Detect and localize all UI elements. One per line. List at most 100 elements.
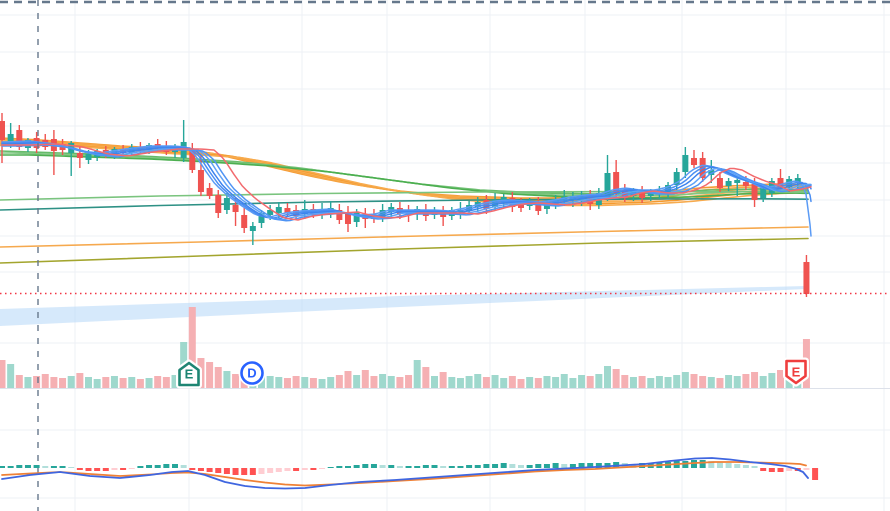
- candle-body: [232, 205, 239, 212]
- volume-bar: [188, 307, 196, 388]
- olive-line: [0, 237, 809, 264]
- candle-body: [751, 184, 758, 200]
- volume-bar: [283, 378, 291, 388]
- volume-bar: [223, 371, 231, 388]
- macd-histogram-bar: [42, 466, 49, 468]
- candle-body: [673, 172, 680, 185]
- volume-bar: [335, 375, 343, 388]
- macd-histogram-bar: [414, 466, 421, 468]
- volume-bar: [604, 366, 611, 388]
- macd-histogram-bar: [128, 468, 135, 469]
- volume-bar: [638, 376, 646, 388]
- macd-histogram-bar: [682, 461, 689, 468]
- macd-histogram-bar: [76, 468, 83, 470]
- volume-bar: [266, 376, 274, 388]
- volume-bar: [136, 379, 144, 388]
- volume-bar: [664, 377, 672, 388]
- macd-histogram-bar: [172, 464, 178, 468]
- volume-bar: [586, 376, 594, 388]
- candle-body: [345, 212, 351, 224]
- macd-histogram-bar: [483, 464, 490, 468]
- macd-histogram-bar: [431, 465, 438, 468]
- candle-body: [725, 181, 732, 186]
- macd-histogram-bar: [327, 467, 334, 468]
- macd-histogram-bar: [768, 468, 775, 472]
- volume-bar: [777, 370, 784, 388]
- volume-bar: [33, 376, 41, 388]
- volume-bar: [500, 378, 508, 388]
- volume-bar: [733, 376, 741, 388]
- macd-histogram-bar: [353, 465, 360, 468]
- volume-bar: [361, 370, 369, 388]
- candle-body: [716, 178, 723, 188]
- macd-histogram-bar: [284, 468, 291, 471]
- volume-bar: [214, 367, 222, 388]
- volume-bar: [448, 377, 456, 388]
- macd-histogram-bar: [189, 468, 196, 470]
- candle-body: [466, 205, 473, 211]
- macd-line: [1, 457, 809, 490]
- macd-series: [0, 457, 819, 490]
- volume-bar: [50, 377, 58, 388]
- candle-body: [760, 188, 767, 198]
- candle-body: [267, 210, 274, 215]
- macd-histogram-bar: [232, 468, 239, 475]
- short-ma-blue-line: [1, 142, 812, 220]
- earnings-down-badge[interactable]: E: [783, 357, 809, 387]
- volume-bar: [171, 375, 179, 388]
- macd-histogram-bar: [111, 468, 118, 470]
- candle-body: [223, 198, 230, 210]
- macd-histogram-bar: [474, 465, 481, 468]
- macd-histogram-bar: [163, 464, 170, 468]
- candle-body: [621, 190, 628, 198]
- macd-histogram-bar: [569, 464, 576, 468]
- volume-bar: [413, 360, 421, 388]
- macd-histogram-bar: [422, 465, 429, 468]
- macd-histogram-bar: [120, 468, 127, 470]
- volume-bar: [41, 374, 49, 388]
- candle-body: [613, 172, 620, 193]
- macd-histogram-bar: [379, 465, 386, 468]
- macd-histogram-bar: [518, 465, 524, 468]
- volume-bar: [569, 378, 577, 388]
- volume-bar: [508, 376, 516, 388]
- macd-histogram-bar: [16, 465, 23, 468]
- macd-histogram-bar: [440, 466, 447, 468]
- volume-bar: [154, 376, 162, 388]
- macd-histogram-bar: [59, 466, 66, 468]
- macd-histogram-bar: [691, 460, 697, 468]
- candle-body: [7, 134, 14, 141]
- macd-histogram-bar: [492, 464, 499, 468]
- macd-histogram-bar: [466, 465, 473, 468]
- macd-histogram-bar: [543, 464, 550, 468]
- volume-bar: [102, 377, 110, 388]
- volume-bar: [370, 376, 378, 388]
- volume-bar: [59, 378, 67, 388]
- macd-histogram-bar: [241, 468, 248, 475]
- macd-histogram-bar: [448, 466, 455, 468]
- macd-histogram-bar: [50, 466, 57, 468]
- macd-histogram-bar: [760, 468, 767, 471]
- earnings-up-badge[interactable]: E: [176, 359, 202, 389]
- volume-bar: [379, 374, 387, 388]
- flat-teal-line: [0, 198, 809, 211]
- volume-bar: [517, 379, 525, 388]
- macd-histogram-bar: [223, 468, 230, 474]
- macd-histogram-bar: [345, 466, 351, 468]
- volume-bar: [474, 374, 482, 388]
- volume-bar: [387, 376, 395, 388]
- candle-body: [206, 188, 213, 196]
- dividend-badge[interactable]: D: [238, 359, 266, 387]
- volume-bar: [0, 360, 6, 388]
- volume-bar: [422, 367, 430, 388]
- volume-bar: [707, 377, 715, 388]
- candle-body: [777, 178, 784, 188]
- macd-histogram-bar: [154, 465, 161, 468]
- volume-bar: [526, 377, 534, 388]
- badge-shape: [178, 361, 200, 387]
- volume-bar: [768, 373, 776, 388]
- volume-bar: [93, 379, 101, 388]
